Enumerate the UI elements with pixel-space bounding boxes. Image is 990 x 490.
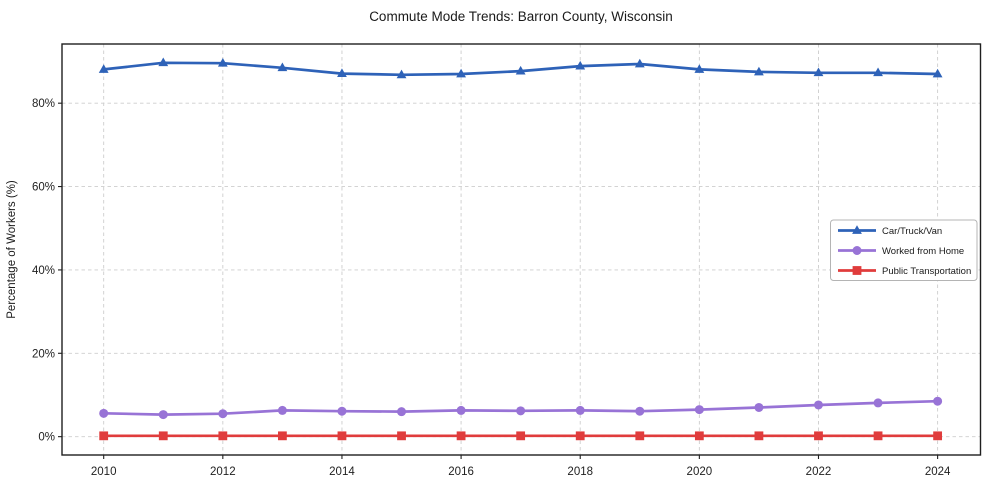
- marker-worked-from-home-2019: [635, 406, 645, 416]
- marker-public-transportation-2017: [516, 431, 526, 441]
- marker-car-truck-van-2015: [396, 69, 407, 79]
- data-series: [98, 57, 943, 441]
- marker-car-truck-van-2021: [754, 66, 764, 76]
- marker-worked-from-home-2023: [873, 398, 883, 408]
- x-tick-label-2010: 2010: [91, 466, 117, 478]
- marker-public-transportation-2018: [575, 431, 585, 441]
- marker-public-transportation-2013: [277, 431, 287, 441]
- marker-public-transportation-2024: [933, 431, 943, 441]
- y-tick-label-60: 60%: [32, 182, 55, 194]
- marker-car-truck-van-2010: [98, 64, 109, 73]
- y-tick-label-80: 80%: [32, 98, 55, 110]
- marker-car-truck-van-2011: [158, 57, 169, 67]
- marker-car-truck-van-2014: [337, 68, 347, 77]
- legend-label-car-truck-van: Car/Truck/Van: [882, 226, 942, 237]
- series-worked-from-home: [99, 396, 943, 420]
- plot-border: [61, 43, 982, 456]
- marker-car-truck-van-2012: [217, 57, 228, 67]
- legend: Car/Truck/Van Worked from Home Public Tran…: [830, 219, 978, 281]
- x-tick-label-2012: 2012: [210, 466, 236, 478]
- marker-worked-from-home-2021: [754, 402, 764, 412]
- series-car-truck-van: [98, 57, 943, 79]
- marker-worked-from-home-2020: [694, 405, 704, 415]
- legend-item-public-transportation: Public Transportation: [838, 266, 971, 277]
- marker-worked-from-home-2017: [516, 406, 526, 416]
- marker-car-truck-van-2022: [813, 67, 824, 77]
- marker-car-truck-van-2016: [456, 68, 466, 78]
- marker-worked-from-home-2022: [813, 400, 823, 410]
- marker-public-transportation-2022: [814, 431, 823, 441]
- marker-worked-from-home-2011: [158, 410, 168, 420]
- marker-public-transportation-2020: [694, 431, 704, 441]
- marker-car-truck-van-2013: [277, 62, 288, 72]
- legend-item-car-truck-van: Car/Truck/Van: [838, 225, 942, 237]
- marker-public-transportation-2021: [754, 431, 764, 441]
- axis-ticks: 2010 2012 2014 2016 2018 2020 2022 2024 0% 20% 40%…: [32, 98, 951, 478]
- legend-marker-circle-icon: [852, 246, 862, 255]
- marker-car-truck-van-2024: [932, 68, 943, 78]
- marker-worked-from-home-2010: [99, 408, 109, 418]
- marker-car-truck-van-2023: [873, 67, 883, 77]
- marker-public-transportation-2010: [99, 431, 109, 441]
- legend-label-worked-from-home: Worked from Home: [882, 246, 964, 257]
- y-tick-label-40: 40%: [32, 265, 55, 277]
- x-tick-label-2022: 2022: [806, 466, 832, 478]
- marker-worked-from-home-2012: [218, 409, 228, 419]
- y-tick-label-0: 0%: [38, 432, 55, 444]
- x-tick-label-2014: 2014: [329, 466, 355, 478]
- legend-label-public-transportation: Public Transportation: [882, 266, 971, 277]
- series-public-transportation: [99, 431, 943, 441]
- marker-public-transportation-2015: [397, 431, 406, 441]
- marker-car-truck-van-2019: [634, 58, 645, 68]
- marker-public-transportation-2011: [158, 431, 168, 441]
- marker-worked-from-home-2013: [277, 405, 287, 415]
- marker-public-transportation-2023: [873, 431, 883, 441]
- x-tick-label-2018: 2018: [567, 466, 593, 478]
- legend-marker-square-icon: [852, 266, 862, 275]
- x-tick-label-2020: 2020: [687, 466, 713, 478]
- y-axis-label: Percentage of Workers (%): [6, 180, 18, 319]
- marker-worked-from-home-2014: [337, 406, 347, 416]
- legend-box: [830, 219, 978, 281]
- marker-public-transportation-2014: [337, 431, 347, 441]
- x-tick-label-2016: 2016: [448, 466, 474, 478]
- marker-worked-from-home-2015: [397, 407, 407, 417]
- gridlines: [62, 44, 981, 455]
- chart-title: Commute Mode Trends: Barron County, Wisc…: [369, 9, 673, 24]
- legend-marker-triangle-icon: [852, 225, 862, 234]
- legend-item-worked-from-home: Worked from Home: [838, 246, 964, 257]
- marker-worked-from-home-2018: [575, 405, 585, 415]
- y-tick-label-20: 20%: [32, 348, 55, 360]
- marker-worked-from-home-2024: [933, 396, 943, 406]
- marker-worked-from-home-2016: [456, 405, 466, 415]
- marker-public-transportation-2016: [456, 431, 466, 441]
- marker-car-truck-van-2020: [694, 64, 705, 73]
- marker-public-transportation-2012: [218, 431, 228, 441]
- marker-car-truck-van-2018: [575, 60, 586, 70]
- marker-public-transportation-2019: [635, 431, 645, 441]
- marker-car-truck-van-2017: [515, 65, 526, 75]
- x-tick-label-2024: 2024: [925, 466, 951, 478]
